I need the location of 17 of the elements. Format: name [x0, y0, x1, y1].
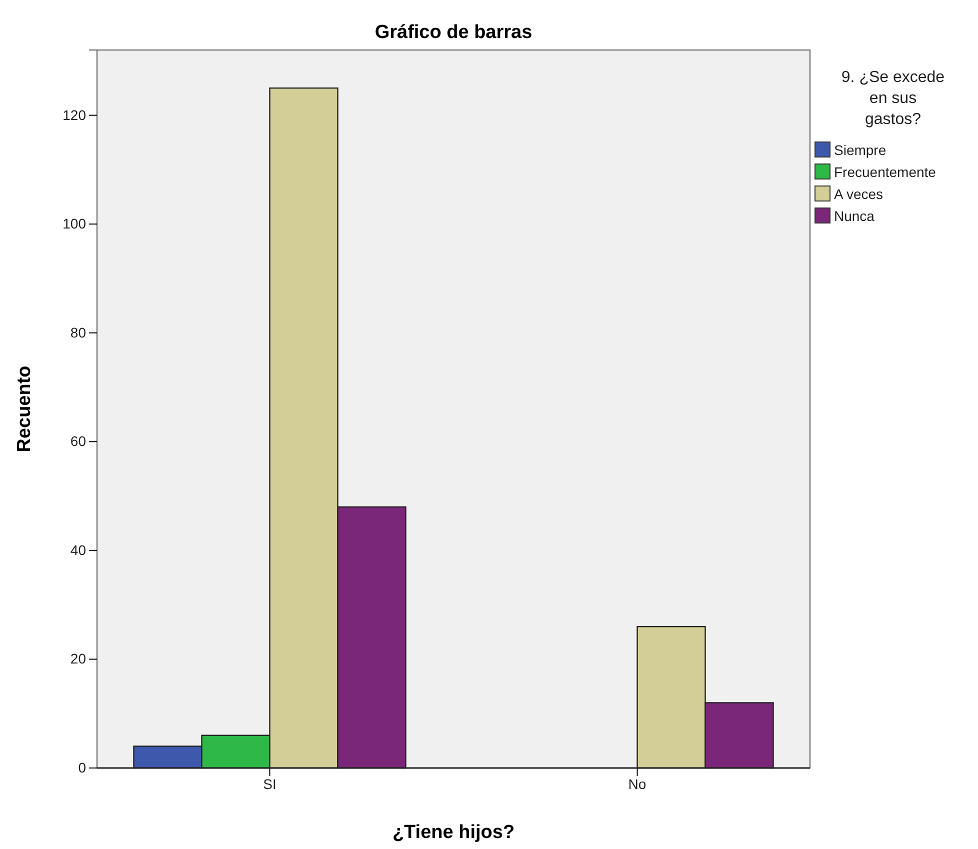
legend-label: Siempre [834, 142, 886, 158]
x-tick-label: No [628, 776, 646, 792]
legend-label: Nunca [834, 208, 875, 224]
legend-label: A veces [834, 186, 884, 202]
y-tick-label: 20 [70, 650, 86, 667]
y-tick-label: 0 [78, 759, 86, 776]
x-axis-title: ¿Tiene hijos? [392, 822, 515, 843]
y-tick-label: 40 [70, 542, 86, 558]
y-tick-label: 60 [70, 433, 86, 450]
y-tick-label: 100 [62, 216, 86, 232]
y-tick-label: 120 [62, 106, 86, 123]
chart-title: Gráfico de barras [374, 22, 532, 43]
y-tick-label: 80 [70, 324, 86, 340]
y-axis-title: Recuento [14, 366, 35, 452]
x-tick-label: SI [263, 776, 276, 792]
legend-label: Frecuentemente [834, 164, 936, 180]
legend-title: 9. ¿Se excede en sus gastos? [841, 69, 945, 128]
